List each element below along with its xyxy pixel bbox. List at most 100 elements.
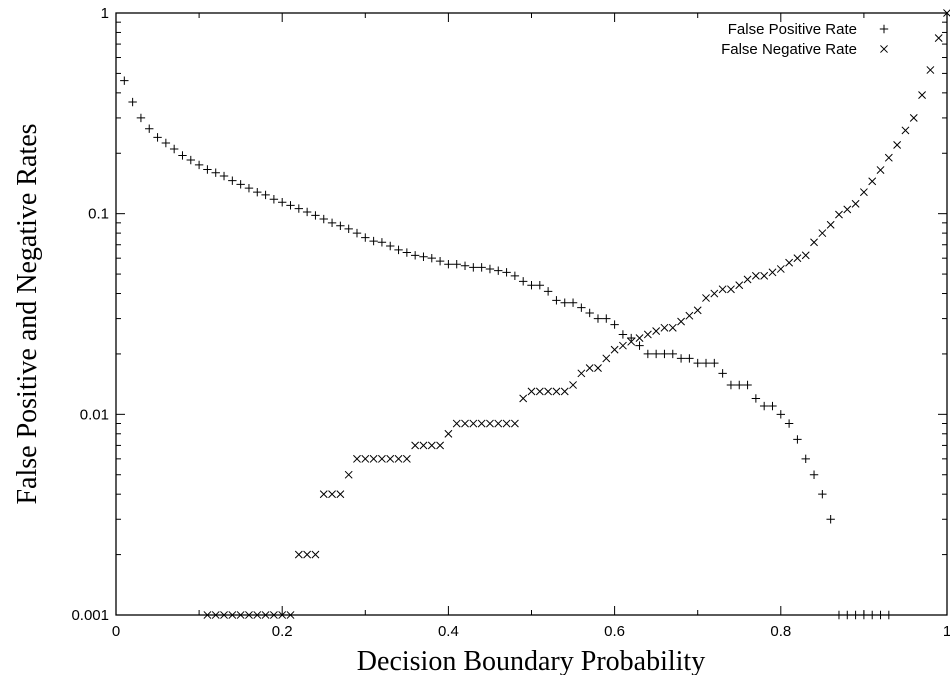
fpr-point [593,314,603,323]
fpr-point [577,303,586,312]
x-tick-label: 0.6 [604,623,625,640]
fnr-point [602,354,611,363]
fpr-point [635,341,644,350]
fpr-point [236,180,245,189]
fnr-point [494,419,503,428]
fpr-point [435,256,445,266]
fpr-point [203,165,212,174]
fpr-point [701,358,711,368]
fpr-point [502,268,511,277]
x-tick-label: 1 [943,623,950,640]
fnr-point [286,611,295,619]
fnr-point [901,126,910,135]
fpr-point [710,358,719,368]
fpr-point [219,171,229,181]
fpr-point [186,155,195,165]
legend-label-false-negative-rate: False Negative Rate [721,41,857,58]
fnr-point [643,330,652,339]
fnr-point [236,611,245,619]
fnr-point [718,285,727,294]
fnr-point [278,611,287,619]
fnr-point [835,210,843,219]
fnr-point [793,254,802,263]
fnr-point [311,550,320,559]
fnr-point [893,141,902,149]
legend-marker-cross [880,45,888,53]
fpr-point [809,470,819,479]
fpr-point [244,183,254,193]
fpr-point [602,314,611,323]
fpr-point [868,610,877,620]
fnr-point [635,334,644,342]
fnr-point [934,34,943,42]
fpr-point [477,263,486,272]
fnr-point [269,611,278,619]
fpr-point [494,266,503,275]
fpr-point [319,214,328,224]
fnr-point [818,229,827,238]
legend: False Positive Rate False Negative Rate [721,21,889,58]
x-tick-label: 0.4 [438,623,459,640]
fpr-point [311,211,320,220]
fpr-point [469,263,478,272]
fnr-point [552,387,561,396]
fnr-point [785,258,794,267]
fnr-point [660,323,669,332]
fnr-point [402,454,411,463]
data-marks [120,9,950,620]
fnr-point [760,271,769,280]
y-tick-label: 0.01 [80,406,109,423]
x-tick-label: 0.2 [272,623,293,640]
fnr-point [328,490,336,499]
fpr-point [843,610,852,620]
fnr-point [826,220,835,229]
fpr-point [759,401,769,411]
y-axis-title: False Positive and Negative Rates [12,123,43,504]
fpr-point [768,401,777,411]
fpr-point [460,261,470,270]
fpr-point [327,218,337,228]
fpr-point [261,190,270,200]
fnr-point [294,550,303,559]
fpr-point [153,133,162,142]
fpr-point [278,198,287,207]
fpr-point [485,264,495,274]
fnr-point [394,454,403,463]
fnr-point [319,490,328,499]
fpr-point [834,610,844,620]
fpr-point [718,369,727,378]
fpr-point [693,358,702,368]
fpr-point [402,248,412,257]
fnr-point [627,337,636,346]
fpr-point [535,281,545,290]
fpr-point [851,610,860,620]
fpr-point [336,221,345,231]
fnr-point [560,387,569,396]
fnr-point [677,317,686,326]
fnr-point [743,275,752,284]
fnr-point [369,454,378,463]
fpr-point [169,144,179,154]
fpr-point [178,151,187,160]
fnr-point [220,611,228,619]
fpr-point [228,176,237,185]
fpr-point [253,187,262,197]
fpr-point [269,195,279,204]
fnr-point [727,285,735,294]
fpr-point [211,168,220,177]
fnr-point [710,289,719,298]
fnr-point [918,91,926,99]
fpr-point [427,253,436,263]
fpr-point [685,354,694,363]
fpr-point [377,238,387,247]
fpr-point [660,349,669,359]
fnr-point [926,66,935,74]
fnr-point [776,265,785,273]
fpr-point [361,233,370,242]
legend-plus-glyph [879,24,889,34]
fnr-point [203,611,212,619]
fpr-point [884,610,894,620]
fnr-point [386,454,395,463]
fpr-point [735,380,744,390]
fnr-point [810,238,818,247]
